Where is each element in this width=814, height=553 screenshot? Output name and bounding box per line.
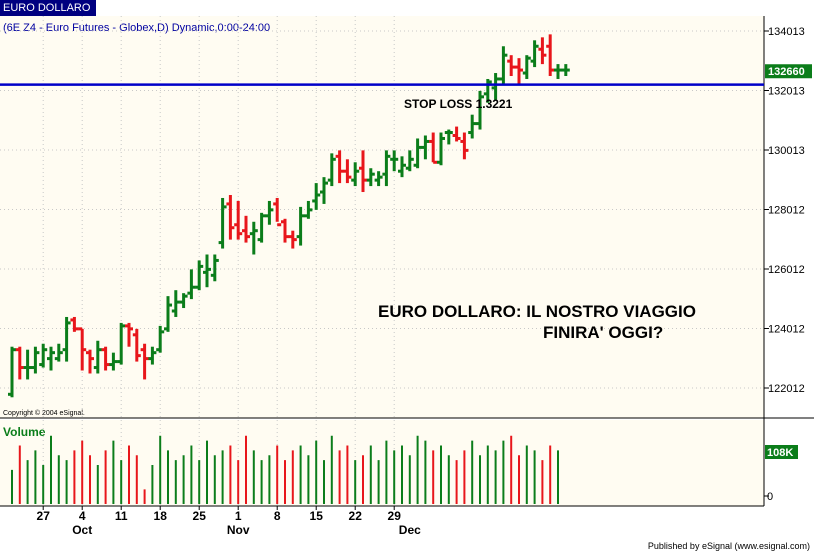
volume-label: Volume <box>3 425 46 439</box>
x-tick-label: 8 <box>274 509 281 523</box>
y-tick-label: 124012 <box>768 324 805 336</box>
month-label: Oct <box>72 523 92 537</box>
x-tick-label: 11 <box>115 509 128 523</box>
stop-loss-label: STOP LOSS 1.3221 <box>404 97 513 111</box>
x-tick-label: 22 <box>349 509 363 523</box>
x-tick-label: 18 <box>154 509 168 523</box>
x-tick-label: 29 <box>388 509 402 523</box>
month-label: Dec <box>399 523 421 537</box>
x-tick-label: 25 <box>193 509 207 523</box>
footer-credit: Published by eSignal (www.esignal.com) <box>648 541 810 551</box>
last-price-badge: 132660 <box>765 64 812 78</box>
y-tick-label: 128012 <box>768 205 805 217</box>
x-tick-label: 27 <box>37 509 51 523</box>
month-label: Nov <box>227 523 250 537</box>
svg-text:132660: 132660 <box>768 66 805 78</box>
x-tick-label: 15 <box>310 509 324 523</box>
y-tick-label: 130013 <box>768 145 805 157</box>
y-tick-label: 132013 <box>768 85 805 97</box>
y-tick-label: 134013 <box>768 26 805 38</box>
copyright-text: Copyright © 2004 eSignal. <box>3 409 85 417</box>
x-tick-label: 1 <box>235 509 242 523</box>
y-tick-label: 122012 <box>768 383 805 395</box>
x-tick-label: 4 <box>79 509 86 523</box>
y-tick-label: 126012 <box>768 264 805 276</box>
volume-zero-tick: 0 <box>767 491 773 503</box>
last-volume-label: 108K <box>767 447 793 459</box>
annotation-title-line1: EURO DOLLARO: IL NOSTRO VIAGGIO <box>378 302 696 321</box>
annotation-title-line2: FINIRA' OGGI? <box>543 323 663 342</box>
volume-panel <box>0 420 764 506</box>
